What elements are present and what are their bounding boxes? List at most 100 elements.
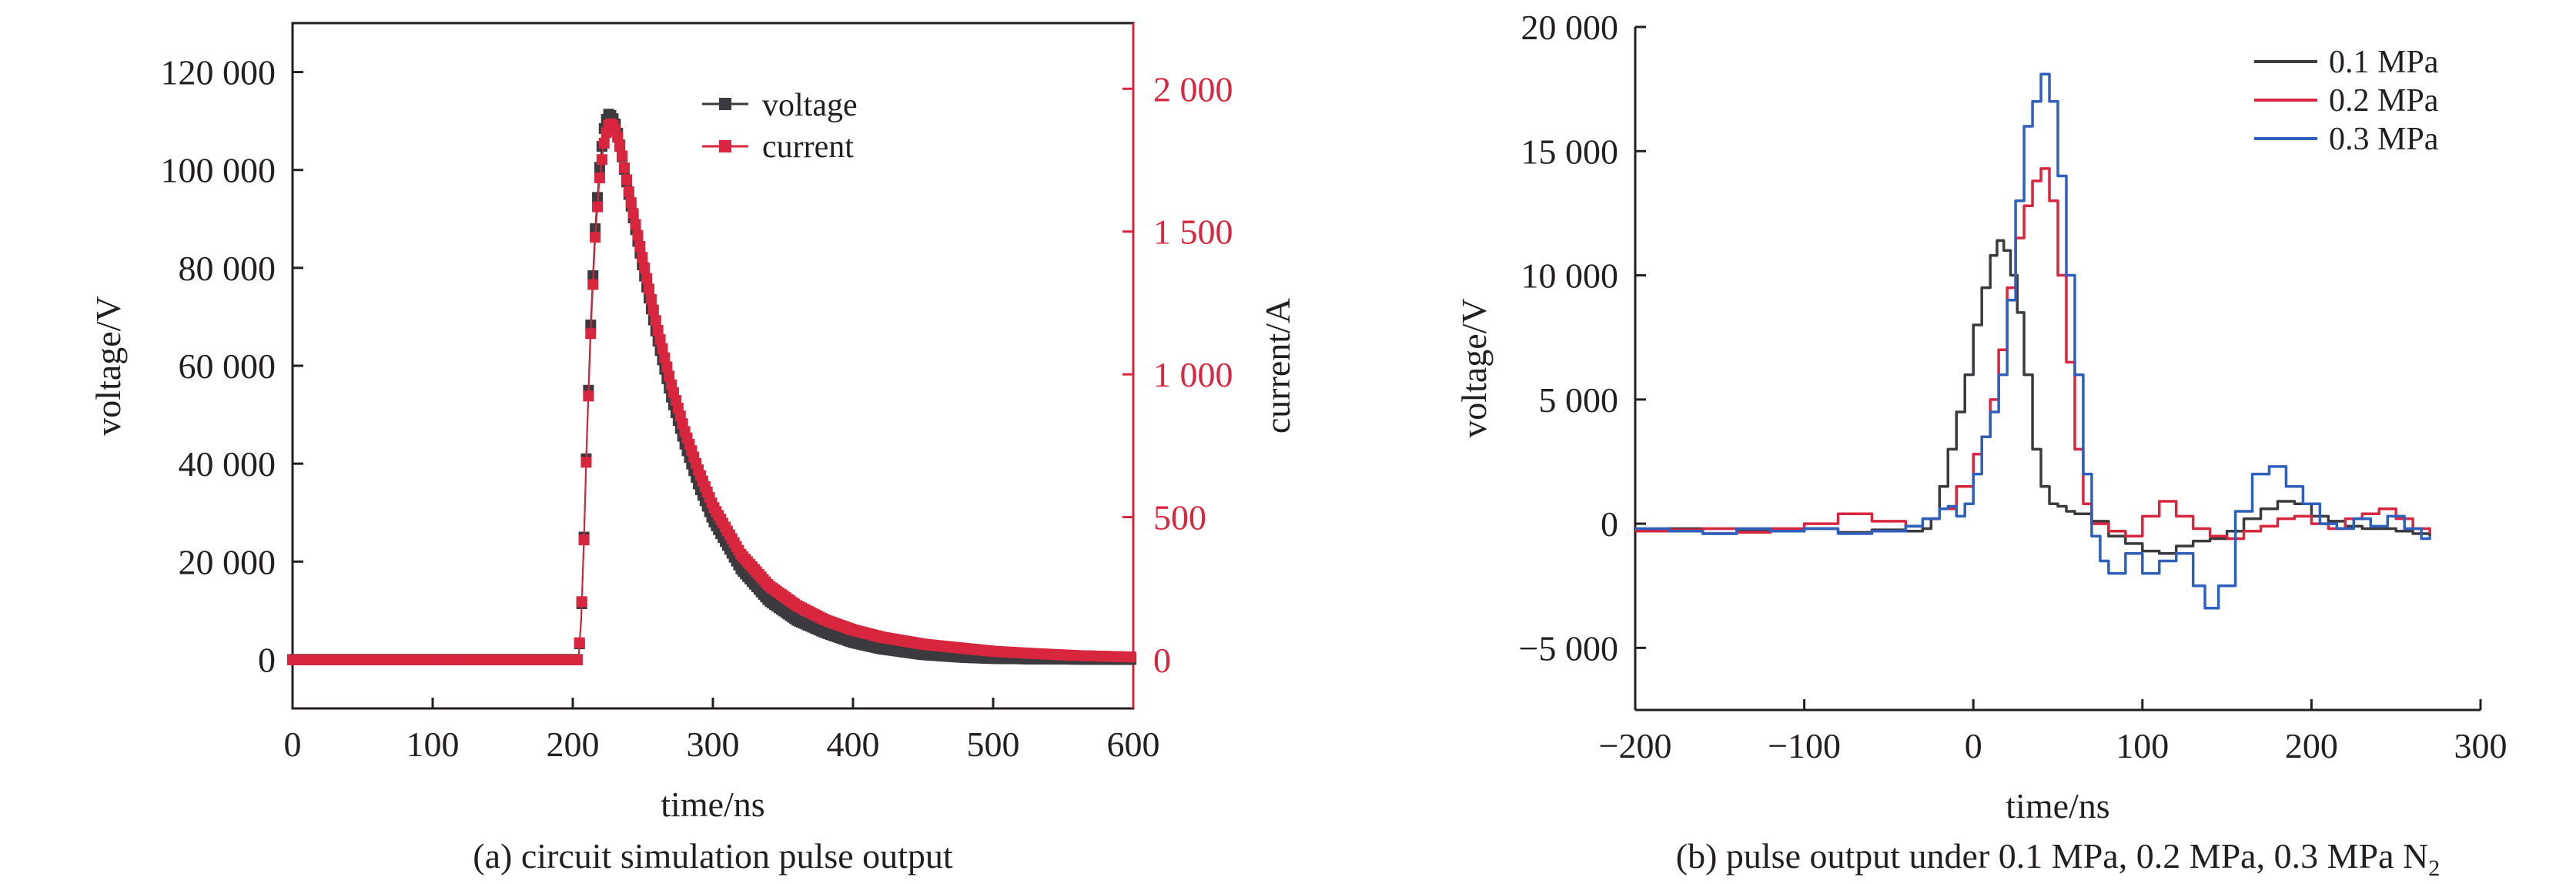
panel-a-caption: (a) circuit simulation pulse output — [473, 836, 953, 876]
panel-a-ytick-label: 40 000 — [179, 444, 276, 484]
data-point-current — [657, 343, 668, 354]
data-point-current — [580, 457, 592, 468]
panel-b-xtick-label: 200 — [2285, 726, 2338, 765]
panel-a-xtick-label: 400 — [827, 725, 880, 764]
panel-a-xtick-label: 100 — [406, 725, 460, 764]
panel-a-xlabel: time/ns — [661, 785, 764, 824]
data-point-current — [637, 252, 648, 263]
panel-a-y2tick-label: 500 — [1153, 498, 1206, 537]
data-point-current — [652, 325, 664, 337]
data-point-current — [644, 283, 655, 295]
series-markers-voltage — [287, 109, 1137, 665]
panel-a-xtick-label: 600 — [1107, 725, 1160, 764]
data-point-current — [645, 293, 657, 305]
panel-a-ytick-label: 100 000 — [161, 151, 276, 190]
panel-b-xlabel: time/ns — [2006, 786, 2109, 825]
data-point-current — [585, 328, 597, 340]
data-point-current — [590, 232, 601, 243]
panel-b-chart: −200 −100 0 100 200 300 −5 000 0 5 000 10 000 15 0… — [1454, 8, 2507, 881]
panel-b-ytick-label: 10 000 — [1521, 256, 1619, 296]
panel-b-xtick-label: −100 — [1768, 726, 1841, 765]
series-markers-current — [287, 118, 1137, 665]
data-point-current — [583, 390, 594, 402]
series-line-0.2-MPa — [1635, 167, 2431, 541]
data-point-current — [592, 201, 604, 213]
panel-a-ytick-label: 120 000 — [161, 53, 276, 92]
data-point-current — [596, 154, 607, 166]
panel-a-chart: 0 100 200 300 400 500 600 0 20 000 40 000 60 000 80… — [89, 22, 1297, 876]
panel-b-xtick-label: 0 — [1965, 726, 1982, 765]
data-point-current — [647, 304, 659, 316]
panel-a-xtick-label: 200 — [547, 725, 600, 764]
data-point-current — [621, 174, 632, 186]
panel-b-ylabel: voltage/V — [1454, 298, 1494, 437]
panel-b-xtick-label: −200 — [1599, 726, 1672, 765]
series-line-0.3-MPa — [1635, 72, 2431, 610]
panel-b-ytick-label: 5 000 — [1539, 380, 1619, 420]
data-point-current — [1126, 651, 1137, 663]
data-point-current — [641, 273, 653, 284]
series-line-current — [293, 122, 1134, 661]
data-point-current — [632, 229, 644, 241]
data-point-current — [625, 197, 637, 209]
panel-b-legend: 0.1 MPa 0.2 MPa 0.3 MPa — [2254, 45, 2439, 157]
data-point-current — [571, 654, 583, 665]
data-point-current — [664, 370, 675, 382]
legend-01mpa-label: 0.1 MPa — [2329, 45, 2439, 80]
series-line-voltage — [293, 112, 1134, 661]
panel-a-ytick-label: 20 000 — [179, 542, 276, 581]
panel-b-caption-main: (b) pulse output under 0.1 MPa, 0.2 MPa,… — [1676, 836, 2428, 876]
data-point-current — [598, 137, 610, 149]
panel-a-xtick-label: 300 — [687, 725, 740, 764]
panel-a-y2tick-label: 0 — [1153, 641, 1171, 680]
series-line-0.1-MPa — [1635, 239, 2431, 555]
panel-b-caption-subscript: 2 — [2428, 856, 2440, 881]
data-point-current — [594, 172, 605, 183]
data-point-current — [634, 240, 646, 252]
data-point-current — [623, 186, 634, 197]
legend-voltage-marker — [719, 98, 731, 110]
data-point-current — [574, 637, 585, 648]
data-point-current — [576, 596, 587, 608]
panel-b-ytick-label: 15 000 — [1521, 132, 1619, 171]
panel-b-ytick-label: 20 000 — [1521, 8, 1619, 47]
panel-b-ytick-label: 0 — [1601, 504, 1618, 544]
legend-02mpa-label: 0.2 MPa — [2329, 83, 2439, 119]
panel-a-y2tick-label: 1 000 — [1153, 355, 1233, 394]
data-point-current — [639, 263, 651, 274]
panel-a-series — [287, 109, 1137, 665]
legend-current-label: current — [762, 129, 854, 165]
data-point-current — [578, 534, 590, 546]
data-point-current — [659, 352, 671, 363]
legend-current-marker — [719, 140, 731, 152]
legend-03mpa-label: 0.3 MPa — [2329, 122, 2439, 157]
panel-a-ytick-label: 60 000 — [179, 347, 276, 386]
data-point-current — [650, 315, 661, 326]
panel-a-y2tick-label: 1 500 — [1153, 213, 1233, 252]
panel-b-caption: (b) pulse output under 0.1 MPa, 0.2 MPa,… — [1676, 836, 2440, 881]
data-point-current — [654, 333, 666, 345]
data-point-current — [612, 132, 624, 143]
panel-a-ytick-label: 0 — [258, 640, 276, 679]
data-point-current — [618, 162, 630, 173]
panel-b-ytick-label: −5 000 — [1519, 628, 1618, 668]
panel-a-ytick-label: 80 000 — [179, 249, 276, 288]
panel-a-xtick-label: 500 — [967, 725, 1020, 764]
data-point-current — [587, 279, 599, 290]
data-point-current — [617, 150, 628, 162]
panel-a-legend: voltage current — [702, 88, 858, 165]
panel-a-y2tick-label: 2 000 — [1153, 69, 1233, 109]
data-point-current — [627, 208, 639, 219]
panel-b-xtick-label: 100 — [2116, 726, 2169, 765]
panel-b-ticks: −200 −100 0 100 200 300 −5 000 0 5 000 10 000 15 0… — [1519, 8, 2507, 765]
panel-a-xtick-label: 0 — [284, 725, 302, 764]
panel-b-xtick-label: 300 — [2454, 726, 2507, 765]
panel-a-y2label: current/A — [1258, 298, 1297, 434]
data-point-current — [661, 361, 673, 373]
data-point-current — [614, 141, 626, 152]
data-point-current — [630, 219, 641, 230]
panel-a-ylabel: voltage/V — [89, 296, 128, 435]
legend-voltage-label: voltage — [762, 88, 858, 123]
panel-a-plot-frame — [291, 22, 1135, 710]
